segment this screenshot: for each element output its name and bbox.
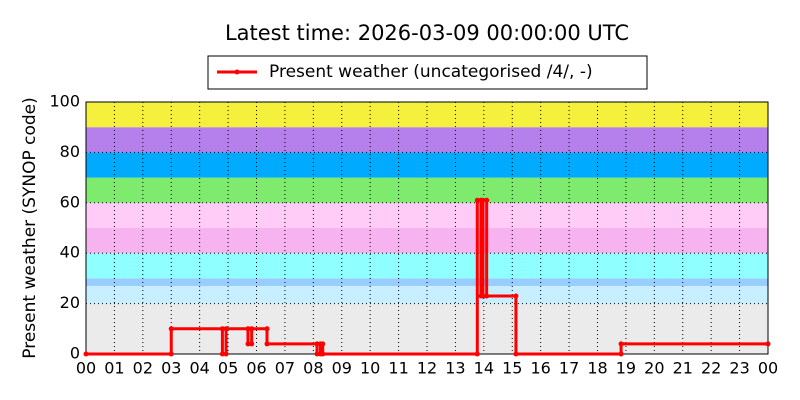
data-point xyxy=(219,326,225,332)
x-tick-label: 12 xyxy=(417,359,437,378)
data-point xyxy=(484,293,490,299)
data-point xyxy=(219,351,225,357)
data-point xyxy=(83,351,89,357)
y-tick-label: 40 xyxy=(60,243,80,262)
data-point xyxy=(168,326,174,332)
category-band xyxy=(86,228,768,254)
x-tick-label: 06 xyxy=(246,359,266,378)
x-tick-label: 02 xyxy=(133,359,153,378)
legend-marker xyxy=(234,69,240,75)
data-line xyxy=(86,198,768,356)
data-point xyxy=(249,341,255,347)
data-point xyxy=(245,326,251,332)
legend-box xyxy=(207,55,648,90)
x-tick-label: 05 xyxy=(218,359,238,378)
data-point xyxy=(480,293,486,299)
data-point xyxy=(245,341,251,347)
x-tick-label: 21 xyxy=(673,359,693,378)
data-point xyxy=(513,293,519,299)
x-tick-label: 00 xyxy=(758,359,778,378)
data-point xyxy=(474,351,480,357)
x-tick-label: 16 xyxy=(530,359,550,378)
data-point xyxy=(513,351,519,357)
data-point xyxy=(474,197,480,203)
data-point xyxy=(618,351,624,357)
data-point xyxy=(320,351,326,357)
data-point xyxy=(618,341,624,347)
x-tick-label: 00 xyxy=(76,359,96,378)
x-tick-label: 03 xyxy=(161,359,181,378)
y-tick-label: 20 xyxy=(60,293,80,312)
data-point xyxy=(168,351,174,357)
y-tick-label: 60 xyxy=(60,192,80,211)
category-band xyxy=(86,127,768,153)
chart-title: Latest time: 2026-03-09 00:00:00 UTC xyxy=(225,21,629,45)
x-tick-label: 09 xyxy=(332,359,352,378)
x-tick-label: 04 xyxy=(189,359,209,378)
x-tick-label: 07 xyxy=(275,359,295,378)
data-point xyxy=(480,197,486,203)
x-tick-label: 22 xyxy=(701,359,721,378)
data-point xyxy=(264,326,270,332)
x-tick-label: 23 xyxy=(729,359,749,378)
data-point xyxy=(223,326,229,332)
data-point xyxy=(320,341,326,347)
data-point xyxy=(223,351,229,357)
data-point xyxy=(264,341,270,347)
x-tick-label: 11 xyxy=(388,359,408,378)
x-tick-label: 13 xyxy=(445,359,465,378)
data-point xyxy=(765,341,771,347)
data-point xyxy=(249,326,255,332)
data-point xyxy=(484,197,490,203)
x-tick-label: 14 xyxy=(474,359,494,378)
x-tick-label: 10 xyxy=(360,359,380,378)
x-tick-label: 19 xyxy=(616,359,636,378)
y-axis-label: Present weather (SYNOP code) xyxy=(20,97,40,358)
legend-label: Present weather (uncategorised /4/, -) xyxy=(269,62,593,82)
x-tick-label: 01 xyxy=(104,359,124,378)
y-tick-label: 80 xyxy=(60,142,80,161)
category-band xyxy=(86,152,768,178)
y-tick-label: 100 xyxy=(49,92,80,111)
x-tick-label: 18 xyxy=(587,359,607,378)
y-tick-label: 0 xyxy=(70,344,80,363)
x-tick-label: 15 xyxy=(502,359,522,378)
x-tick-label: 20 xyxy=(644,359,664,378)
x-tick-label: 17 xyxy=(559,359,579,378)
x-tick-label: 08 xyxy=(303,359,323,378)
